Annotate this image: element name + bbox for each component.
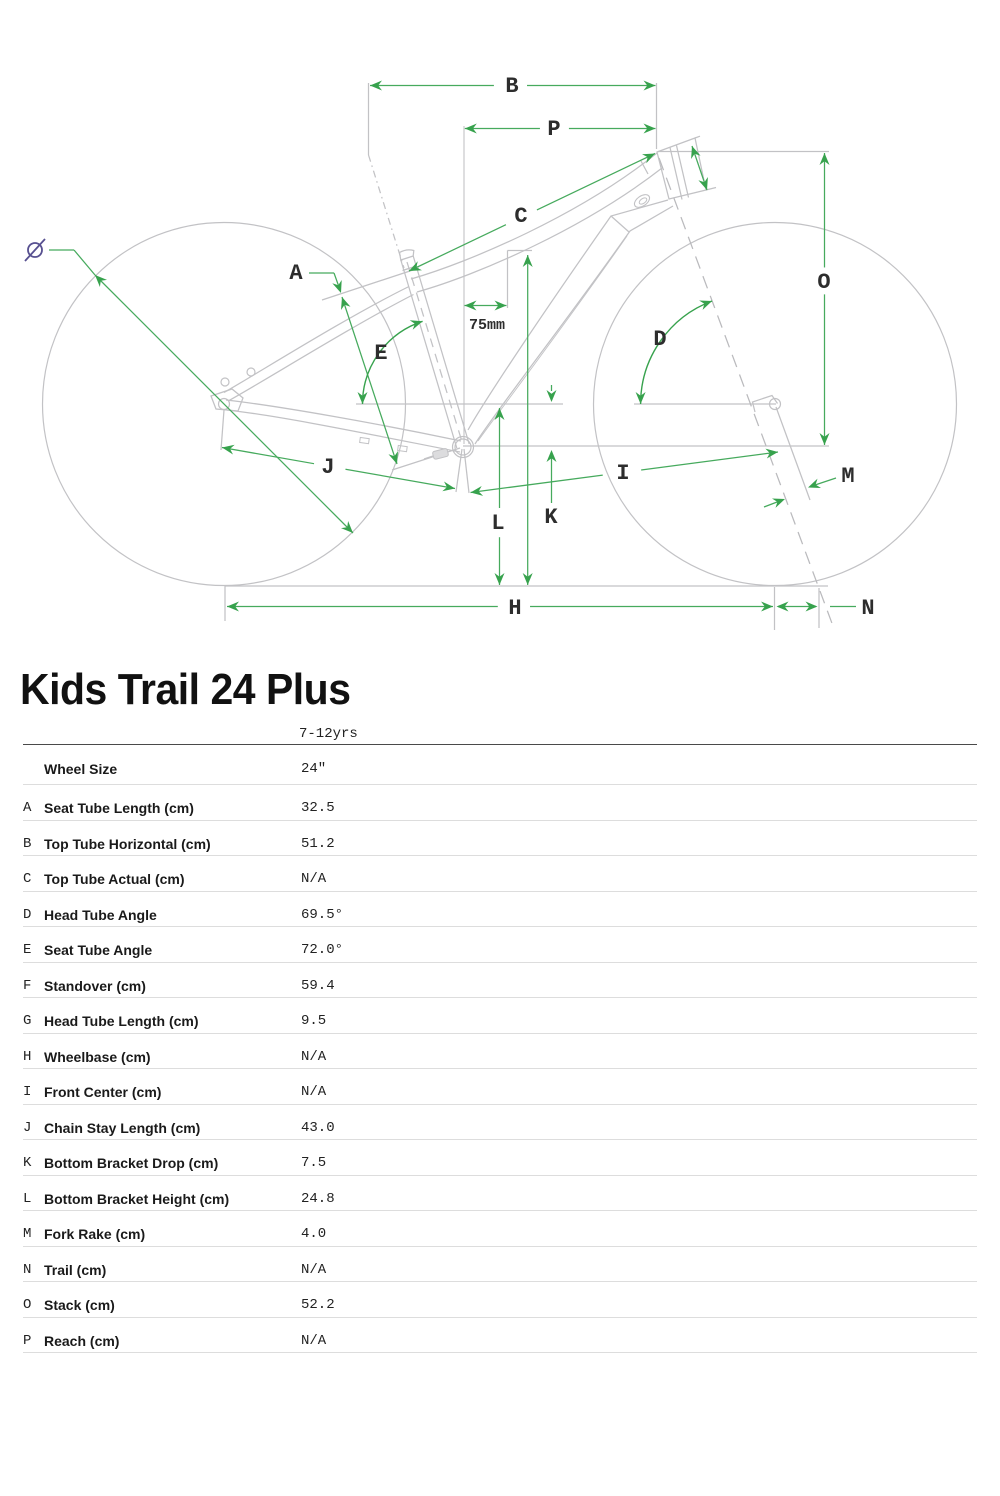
svg-text:P: P — [547, 117, 560, 142]
svg-text:B: B — [505, 74, 518, 99]
svg-text:E: E — [374, 341, 387, 366]
svg-text:D: D — [653, 327, 666, 352]
svg-text:K: K — [544, 505, 558, 530]
svg-text:I: I — [616, 461, 629, 486]
svg-text:A: A — [289, 261, 303, 286]
svg-text:C: C — [514, 204, 527, 229]
svg-text:O: O — [817, 270, 830, 295]
svg-text:L: L — [491, 511, 504, 536]
svg-text:M: M — [841, 464, 854, 489]
svg-text:J: J — [321, 455, 334, 480]
svg-text:H: H — [508, 596, 521, 621]
svg-text:75mm: 75mm — [469, 317, 505, 334]
svg-text:N: N — [861, 596, 874, 621]
